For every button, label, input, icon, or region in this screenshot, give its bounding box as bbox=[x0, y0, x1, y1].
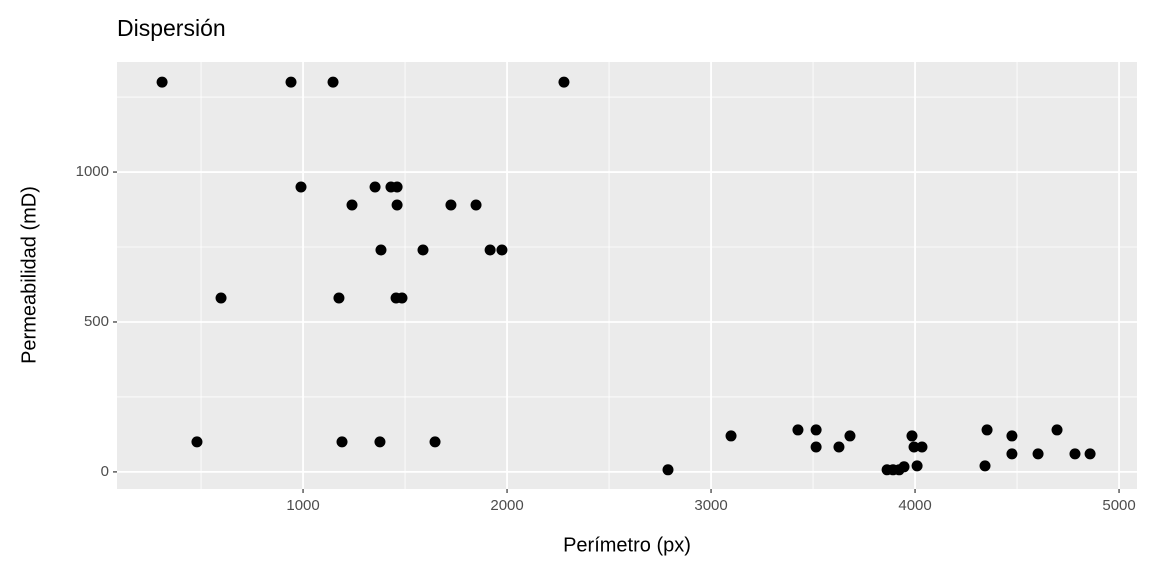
point bbox=[391, 181, 403, 193]
point bbox=[1084, 448, 1096, 460]
point bbox=[336, 436, 348, 448]
point bbox=[156, 76, 168, 88]
point bbox=[792, 424, 804, 436]
point bbox=[1069, 448, 1081, 460]
point bbox=[1006, 430, 1018, 442]
point bbox=[662, 464, 674, 476]
point bbox=[833, 441, 845, 453]
x-tick-label: 4000 bbox=[898, 497, 931, 514]
point bbox=[484, 244, 496, 256]
point bbox=[327, 76, 339, 88]
x-tick-label: 1000 bbox=[286, 497, 319, 514]
point bbox=[191, 436, 203, 448]
point bbox=[496, 244, 508, 256]
point bbox=[810, 424, 822, 436]
point bbox=[396, 292, 408, 304]
point bbox=[810, 441, 822, 453]
point bbox=[979, 460, 991, 472]
point bbox=[1032, 448, 1044, 460]
point bbox=[908, 441, 920, 453]
panel bbox=[117, 62, 1137, 489]
x-tick-label: 2000 bbox=[490, 497, 523, 514]
point bbox=[429, 436, 441, 448]
point bbox=[285, 76, 297, 88]
point bbox=[369, 181, 381, 193]
point bbox=[844, 430, 856, 442]
point bbox=[346, 199, 358, 211]
y-axis-label: Permeabilidad (mD) bbox=[18, 186, 40, 364]
point bbox=[333, 292, 345, 304]
point bbox=[1006, 448, 1018, 460]
point bbox=[391, 199, 403, 211]
point bbox=[558, 76, 570, 88]
x-tick-label: 5000 bbox=[1102, 497, 1135, 514]
point bbox=[445, 199, 457, 211]
point bbox=[295, 181, 307, 193]
point bbox=[374, 436, 386, 448]
y-tick-label: 0 bbox=[101, 463, 109, 480]
point bbox=[725, 430, 737, 442]
point bbox=[898, 461, 910, 473]
point bbox=[906, 430, 918, 442]
point bbox=[1051, 424, 1063, 436]
point bbox=[375, 244, 387, 256]
x-tick-label: 3000 bbox=[694, 497, 727, 514]
point bbox=[215, 292, 227, 304]
point bbox=[916, 441, 928, 453]
point bbox=[981, 424, 993, 436]
point bbox=[470, 199, 482, 211]
chart-title: Dispersión bbox=[117, 15, 226, 41]
x-axis-label: Perímetro (px) bbox=[563, 534, 691, 556]
y-tick-label: 1000 bbox=[76, 163, 109, 180]
y-tick-label: 500 bbox=[84, 313, 109, 330]
point bbox=[417, 244, 429, 256]
point bbox=[911, 460, 923, 472]
